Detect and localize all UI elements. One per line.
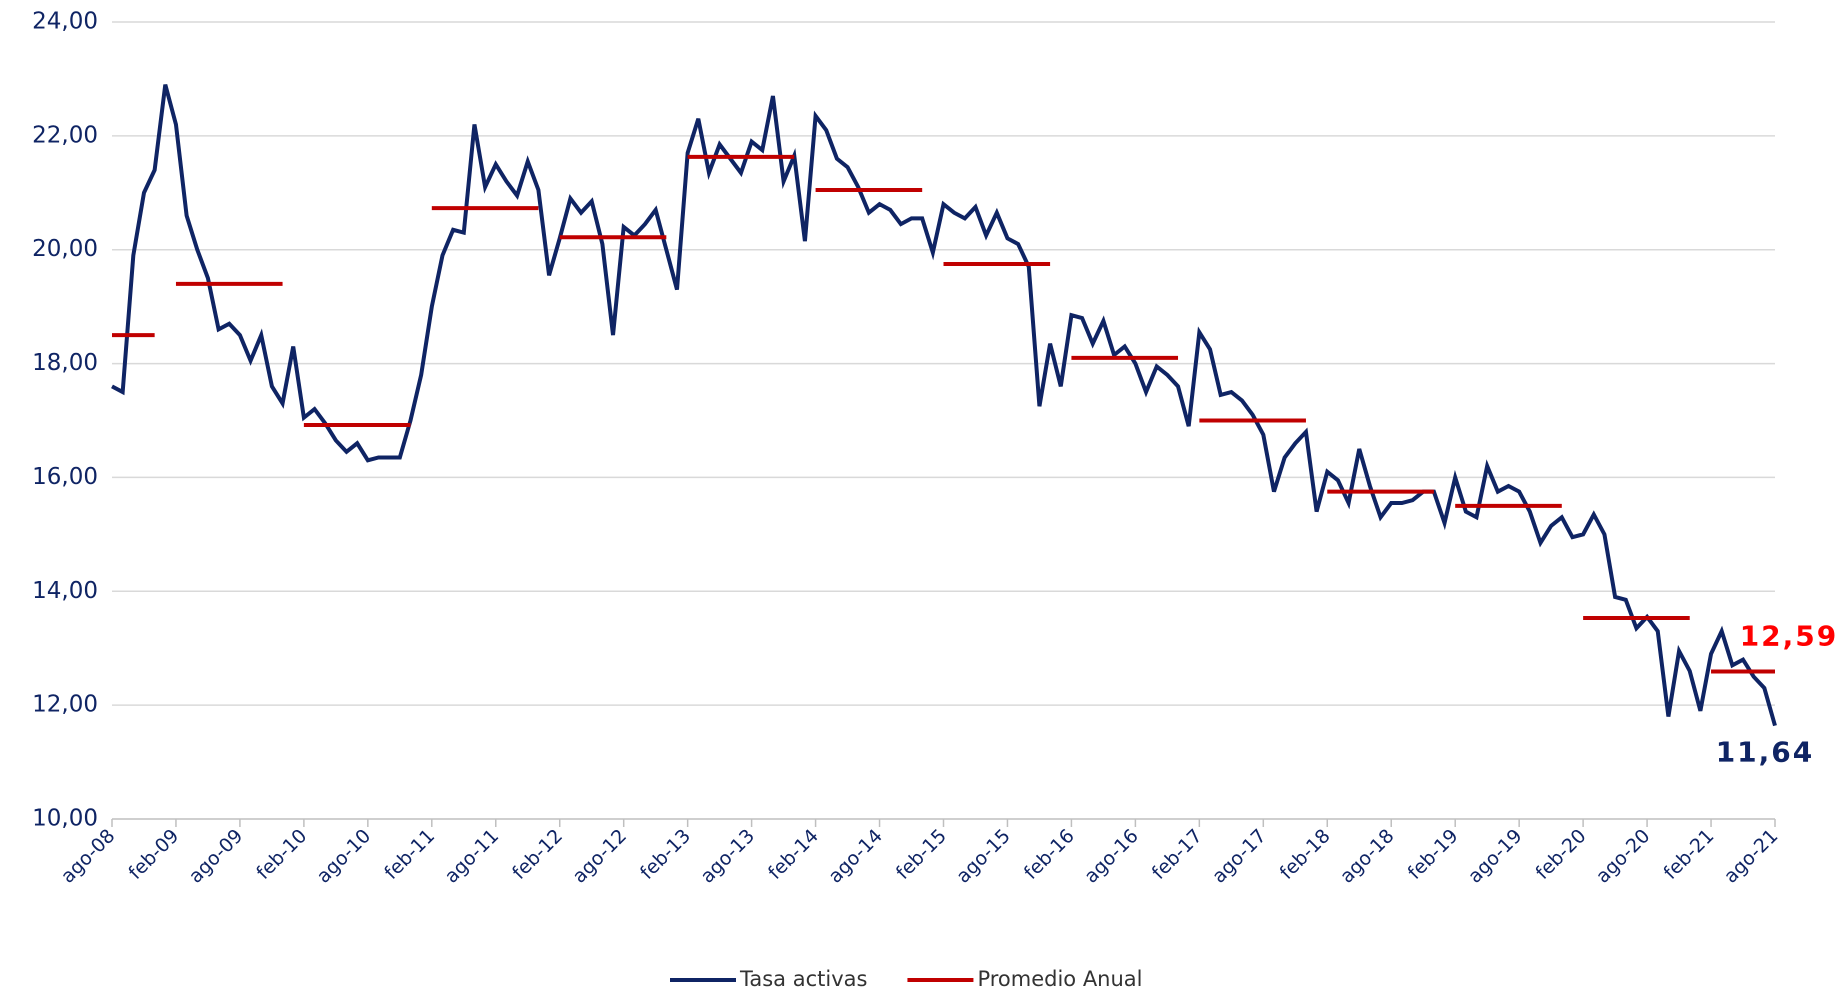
x-tick-label: feb-21	[1659, 825, 1718, 884]
y-tick-label: 22,00	[32, 122, 98, 148]
x-tick-label: feb-10	[252, 825, 311, 884]
series-line	[112, 154, 1775, 674]
series-line	[111, 84, 1777, 727]
x-tick-label: ago-10	[313, 825, 376, 888]
x-tick-label: feb-12	[508, 825, 567, 884]
x-tick-label: feb-13	[636, 825, 695, 884]
x-tick-label: feb-18	[1276, 825, 1335, 884]
x-tick-label: ago-14	[824, 825, 887, 888]
legend-label: Tasa activas	[739, 967, 867, 989]
x-tick-label: ago-19	[1464, 825, 1527, 888]
x-tick-label: ago-15	[952, 825, 1015, 888]
x-tick-label: feb-14	[764, 825, 823, 884]
x-tick-label: feb-17	[1148, 825, 1207, 884]
x-tick-label: feb-15	[892, 825, 951, 884]
x-tick-label: ago-09	[185, 825, 248, 888]
x-tick-label: ago-18	[1336, 825, 1399, 888]
y-tick-label: 10,00	[32, 806, 98, 832]
x-tick-label: ago-16	[1080, 825, 1143, 888]
x-tick-label: feb-20	[1532, 825, 1591, 884]
x-tick-label: ago-20	[1592, 825, 1655, 888]
x-tick-label: feb-16	[1020, 825, 1079, 884]
x-tick-label: ago-11	[440, 825, 503, 888]
x-tick-label: ago-13	[696, 825, 759, 888]
x-tick-label: feb-11	[380, 825, 439, 884]
annotation: 11,64	[1716, 736, 1815, 769]
y-tick-label: 12,00	[32, 692, 98, 718]
y-tick-label: 24,00	[32, 9, 98, 35]
x-tick-label: feb-09	[124, 825, 183, 884]
x-tick-label: ago-17	[1208, 825, 1271, 888]
x-tick-label: ago-12	[568, 825, 631, 888]
y-tick-label: 18,00	[32, 350, 98, 376]
x-tick-label: ago-21	[1720, 825, 1783, 888]
x-tick-label: feb-19	[1404, 825, 1463, 884]
legend-label: Promedio Anual	[977, 967, 1142, 989]
annotation: 12,59	[1740, 620, 1837, 653]
y-tick-label: 14,00	[32, 578, 98, 604]
x-tick-label: ago-08	[57, 825, 120, 888]
y-tick-label: 20,00	[32, 236, 98, 262]
y-tick-label: 16,00	[32, 464, 98, 490]
